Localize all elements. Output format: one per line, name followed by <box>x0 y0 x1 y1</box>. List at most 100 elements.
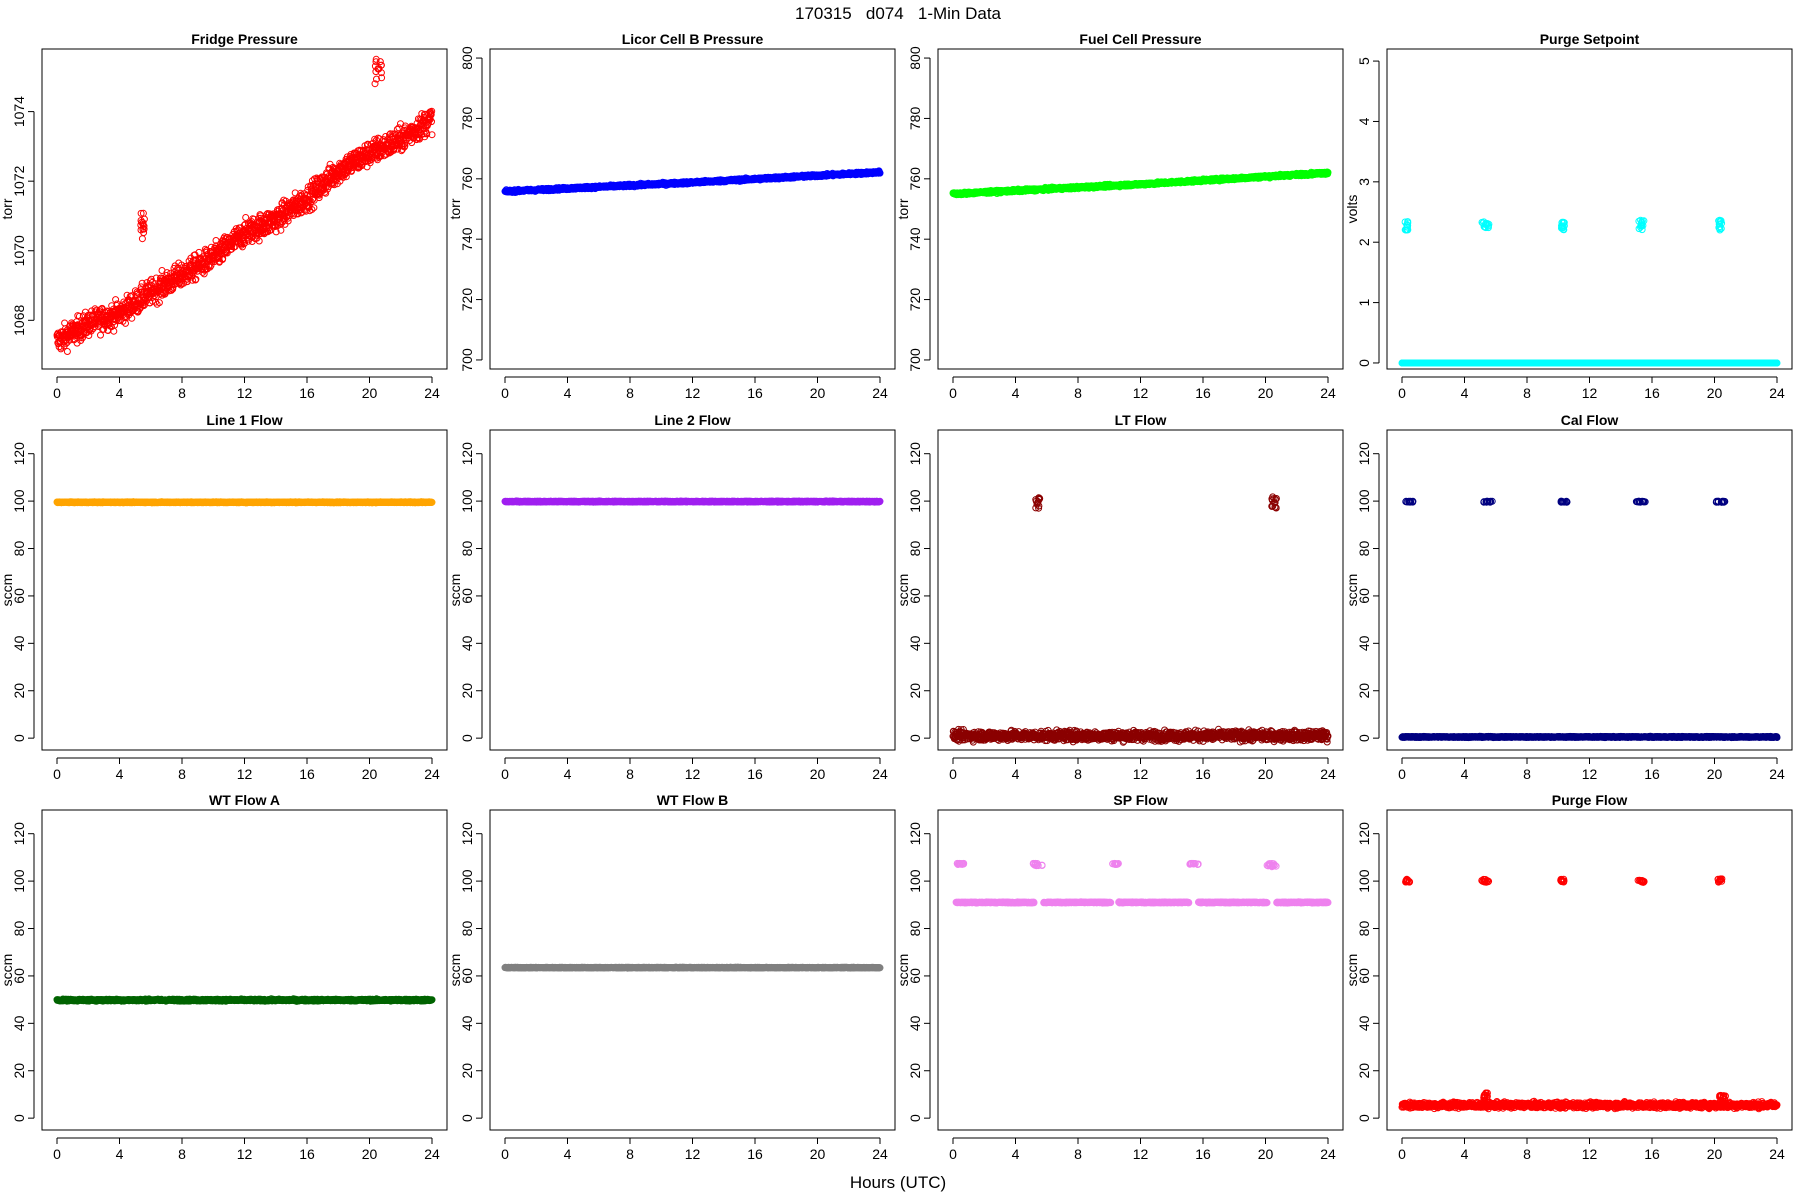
data-point <box>183 278 191 286</box>
data-point <box>376 58 384 66</box>
y-tick-label: 1070 <box>11 235 27 266</box>
data-point <box>346 163 354 171</box>
figure-xlabel: Hours (UTC) <box>850 1173 946 1192</box>
data-point <box>378 74 386 82</box>
data-point <box>75 312 83 320</box>
data-points <box>53 55 436 355</box>
x-tick-label: 4 <box>116 385 124 401</box>
data-point <box>66 336 73 344</box>
y-axis-label: torr <box>895 198 911 219</box>
x-tick-label: 20 <box>810 385 826 401</box>
data-point <box>63 348 71 355</box>
data-point <box>155 299 163 307</box>
x-tick-label: 0 <box>949 385 957 401</box>
data-point <box>372 58 380 66</box>
y-tick-label: 800 <box>907 46 923 70</box>
panel-fridge-pressure: Fridge Pressure 0 4 8 12 16 20 24 1068 1070 1072 10… <box>0 31 448 401</box>
data-point <box>242 214 250 221</box>
x-tick-label: 8 <box>178 385 186 401</box>
x-tick-label: 0 <box>501 385 509 401</box>
data-point <box>428 131 436 139</box>
data-points <box>1398 216 1781 367</box>
x-tick-label: 20 <box>1258 385 1274 401</box>
x-tick-label: 24 <box>872 385 888 401</box>
panel-licor-cell-b-pressure: Licor Cell B Pressure 0 4 8 12 16 20 24 700 720 74… <box>447 31 896 401</box>
data-point <box>310 204 318 212</box>
data-point <box>248 218 256 226</box>
data-point <box>106 322 114 330</box>
y-tick-label: 760 <box>459 167 475 191</box>
x-tick-label: 12 <box>685 385 701 401</box>
data-point <box>200 270 208 278</box>
data-point <box>428 118 435 126</box>
data-point <box>358 162 366 170</box>
data-point <box>100 325 108 333</box>
data-point <box>133 288 141 296</box>
y-tick-label: 700 <box>907 348 923 372</box>
y-tick-label: 720 <box>459 288 475 312</box>
data-point <box>219 255 227 263</box>
data-point <box>423 130 431 138</box>
y-tick-label: 760 <box>907 167 923 191</box>
panel-title: Purge Setpoint <box>1540 31 1640 47</box>
panel-title: Licor Cell B Pressure <box>622 31 764 47</box>
y-tick-label: 1068 <box>11 305 27 336</box>
x-tick-label: 16 <box>299 385 315 401</box>
data-point <box>308 184 316 192</box>
data-point <box>315 194 323 202</box>
data-point <box>375 65 383 73</box>
plot-frame <box>41 48 448 370</box>
data-point <box>123 314 131 321</box>
data-point <box>147 275 155 283</box>
x-tick-label: 24 <box>1320 385 1336 401</box>
data-point <box>277 226 285 234</box>
x-tick-label: 12 <box>237 385 253 401</box>
data-point <box>139 225 147 233</box>
y-tick-label: 740 <box>907 227 923 251</box>
y-tick-label: 780 <box>459 107 475 131</box>
data-point <box>372 55 380 63</box>
data-point <box>427 111 435 119</box>
data-point <box>152 298 159 306</box>
data-point <box>207 262 215 269</box>
x-tick-label: 0 <box>53 385 61 401</box>
x-tick-label: 4 <box>1012 385 1020 401</box>
data-point <box>137 209 145 217</box>
data-point <box>215 254 223 262</box>
y-tick-label: 800 <box>459 46 475 70</box>
x-tick-label: 8 <box>626 385 634 401</box>
x-tick-label: 20 <box>362 385 378 401</box>
data-point <box>428 107 436 115</box>
data-point <box>322 183 330 191</box>
y-axis-label: torr <box>0 198 15 219</box>
data-point <box>308 206 316 213</box>
data-point <box>192 275 200 283</box>
y-tick-label: 1072 <box>11 165 27 196</box>
panel-title: Fuel Cell Pressure <box>1079 31 1201 47</box>
y-tick-label: 740 <box>459 227 475 251</box>
plot-frame <box>937 48 1344 370</box>
y-tick-label: 1074 <box>11 96 27 127</box>
data-point <box>128 314 136 322</box>
x-tick-label: 24 <box>424 385 440 401</box>
x-tick-label: 16 <box>747 385 763 401</box>
data-point <box>389 130 397 138</box>
x-tick-label: 12 <box>1133 385 1149 401</box>
data-point <box>1324 168 1332 176</box>
data-point <box>140 215 148 223</box>
data-point <box>330 181 338 189</box>
data-point <box>241 239 249 247</box>
y-tick-label: 720 <box>907 288 923 312</box>
panel-title: Fridge Pressure <box>191 31 298 47</box>
data-point <box>255 237 263 245</box>
data-point <box>138 279 146 287</box>
x-tick-label: 4 <box>564 385 572 401</box>
data-points <box>949 168 1332 199</box>
y-tick-label: 780 <box>907 107 923 131</box>
y-tick-label: 700 <box>459 348 475 372</box>
plot-frame <box>489 48 896 370</box>
data-point <box>79 334 86 342</box>
